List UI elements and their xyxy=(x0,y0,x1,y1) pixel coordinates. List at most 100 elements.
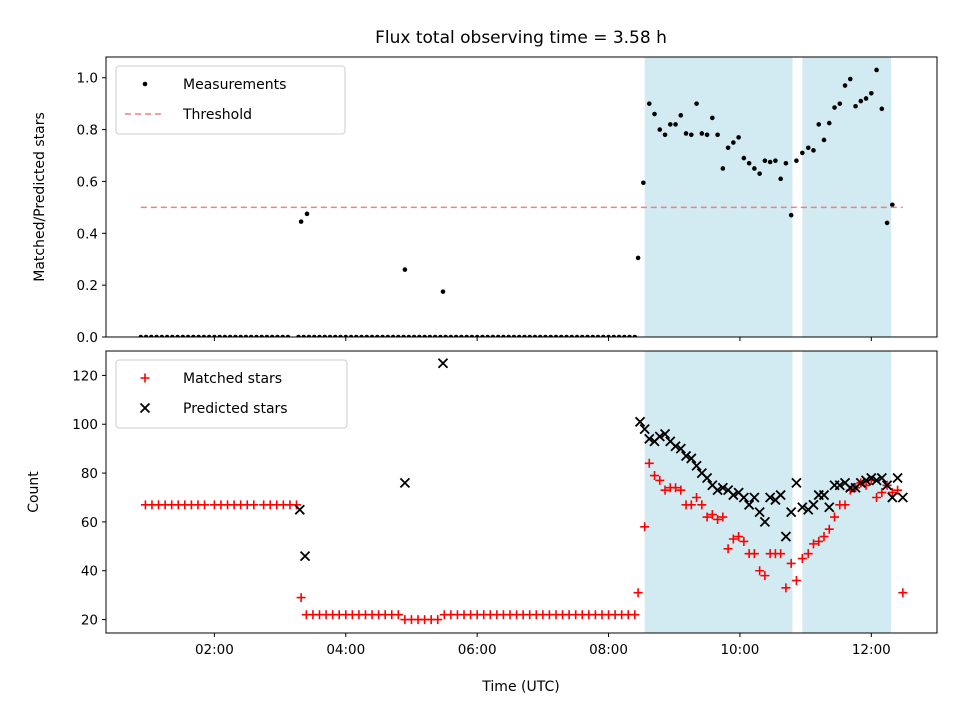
predicted-star-point xyxy=(675,443,686,454)
measurement-point xyxy=(304,211,310,217)
measurement-point xyxy=(311,334,317,337)
y-tick-label: 0.8 xyxy=(77,123,98,139)
measurement-point xyxy=(821,137,827,143)
matched-star-point xyxy=(640,522,650,532)
predicted-star-point xyxy=(701,472,713,484)
measurement-point xyxy=(874,67,879,73)
measurement-point xyxy=(811,148,816,153)
measurement-point xyxy=(149,334,154,337)
panel-top: 0.0 0.2 0.4 0.6 0.8 1.0 Matched/Predicted star… xyxy=(32,56,938,346)
measurement-point xyxy=(322,334,328,337)
predicted-star-point xyxy=(634,416,646,427)
plot-data-area xyxy=(140,358,908,625)
legend-box xyxy=(115,359,348,429)
matched-star-point xyxy=(809,539,818,549)
measurement-point xyxy=(720,166,726,171)
measurement-point xyxy=(699,131,705,136)
measurement-point xyxy=(170,334,175,337)
measurement-point xyxy=(616,334,622,337)
matched-star-point xyxy=(887,488,897,498)
measurement-point xyxy=(741,155,747,161)
measurement-point xyxy=(343,334,349,337)
measurement-point xyxy=(879,106,885,112)
measurement-point xyxy=(406,334,412,337)
measurement-point xyxy=(212,334,217,337)
measurement-point xyxy=(600,334,606,337)
matched-star-point xyxy=(734,532,744,542)
legend-measurement-swatch xyxy=(142,81,148,87)
matched-star-point xyxy=(702,512,712,522)
matched-star-point xyxy=(692,492,702,502)
measurement-point xyxy=(522,334,527,337)
matched-star-point xyxy=(296,593,306,603)
matched-star-point xyxy=(200,500,210,510)
predicted-star-point xyxy=(791,477,802,488)
predicted-star-point xyxy=(691,460,702,471)
measurement-point xyxy=(285,334,291,337)
predicted-star-point xyxy=(299,550,311,562)
matched-star-point xyxy=(898,588,908,598)
measurement-point xyxy=(459,334,464,337)
measurement-point xyxy=(306,334,312,337)
measurement-point xyxy=(847,76,853,82)
legend-label: Threshold xyxy=(182,107,252,123)
measurement-point xyxy=(826,120,832,126)
measurement-point xyxy=(380,334,385,337)
y-tick-label: 40 xyxy=(81,564,98,580)
measurement-point xyxy=(757,171,762,176)
measurement-point xyxy=(652,111,657,117)
observing-interval-shade xyxy=(644,57,793,337)
measurement-point xyxy=(164,334,170,337)
measurement-point xyxy=(590,334,596,337)
measurement-point xyxy=(710,115,715,121)
legend-label: Measurements xyxy=(183,77,286,93)
measurement-point xyxy=(217,334,222,337)
measurement-point xyxy=(553,334,559,337)
measurement-point xyxy=(480,334,485,337)
measurement-point xyxy=(641,180,646,186)
y-tick-label: 0.4 xyxy=(77,226,98,242)
matched-star-point xyxy=(433,615,443,625)
measurement-point xyxy=(154,334,159,337)
measurement-point xyxy=(485,334,490,337)
measurement-point xyxy=(411,334,417,337)
measurement-point xyxy=(837,101,843,106)
measurement-point xyxy=(564,334,569,337)
matched-star-point xyxy=(697,500,707,510)
matched-star-point xyxy=(803,549,813,559)
measurement-point xyxy=(606,334,611,337)
matched-star-point xyxy=(877,488,887,498)
predicted-star-point xyxy=(775,489,786,501)
measurement-point xyxy=(731,140,736,145)
matched-star-point xyxy=(760,571,770,581)
matched-star-point xyxy=(249,500,259,510)
matched-star-point xyxy=(840,500,850,510)
measurement-point xyxy=(667,122,673,127)
measurement-point xyxy=(548,334,554,337)
measurement-point xyxy=(443,334,448,337)
measurement-point xyxy=(558,334,564,337)
measurement-point xyxy=(222,334,228,337)
predicted-star-point xyxy=(754,507,765,518)
matched-star-point xyxy=(824,524,834,534)
y-tick-label: 0.2 xyxy=(77,278,98,294)
chart-title: Flux total observing time = 3.58 h xyxy=(375,28,667,48)
matched-star-point xyxy=(676,485,686,495)
measurement-point xyxy=(543,334,548,337)
measurement-point xyxy=(332,334,338,337)
predicted-star-point xyxy=(294,504,305,515)
measurement-point xyxy=(143,334,149,337)
measurement-point xyxy=(794,158,799,164)
measurement-point xyxy=(317,334,322,337)
measurement-point xyxy=(138,334,144,337)
x-tick-label: 02:00 xyxy=(195,642,234,658)
predicted-star-point xyxy=(866,472,877,484)
matched-star-point xyxy=(660,485,670,495)
measurement-point xyxy=(180,334,186,337)
matched-star-point xyxy=(739,536,749,546)
measurement-point xyxy=(422,334,427,337)
matched-star-point xyxy=(781,583,791,593)
x-tick-label: 04:00 xyxy=(326,642,365,658)
measurement-point xyxy=(858,98,864,104)
